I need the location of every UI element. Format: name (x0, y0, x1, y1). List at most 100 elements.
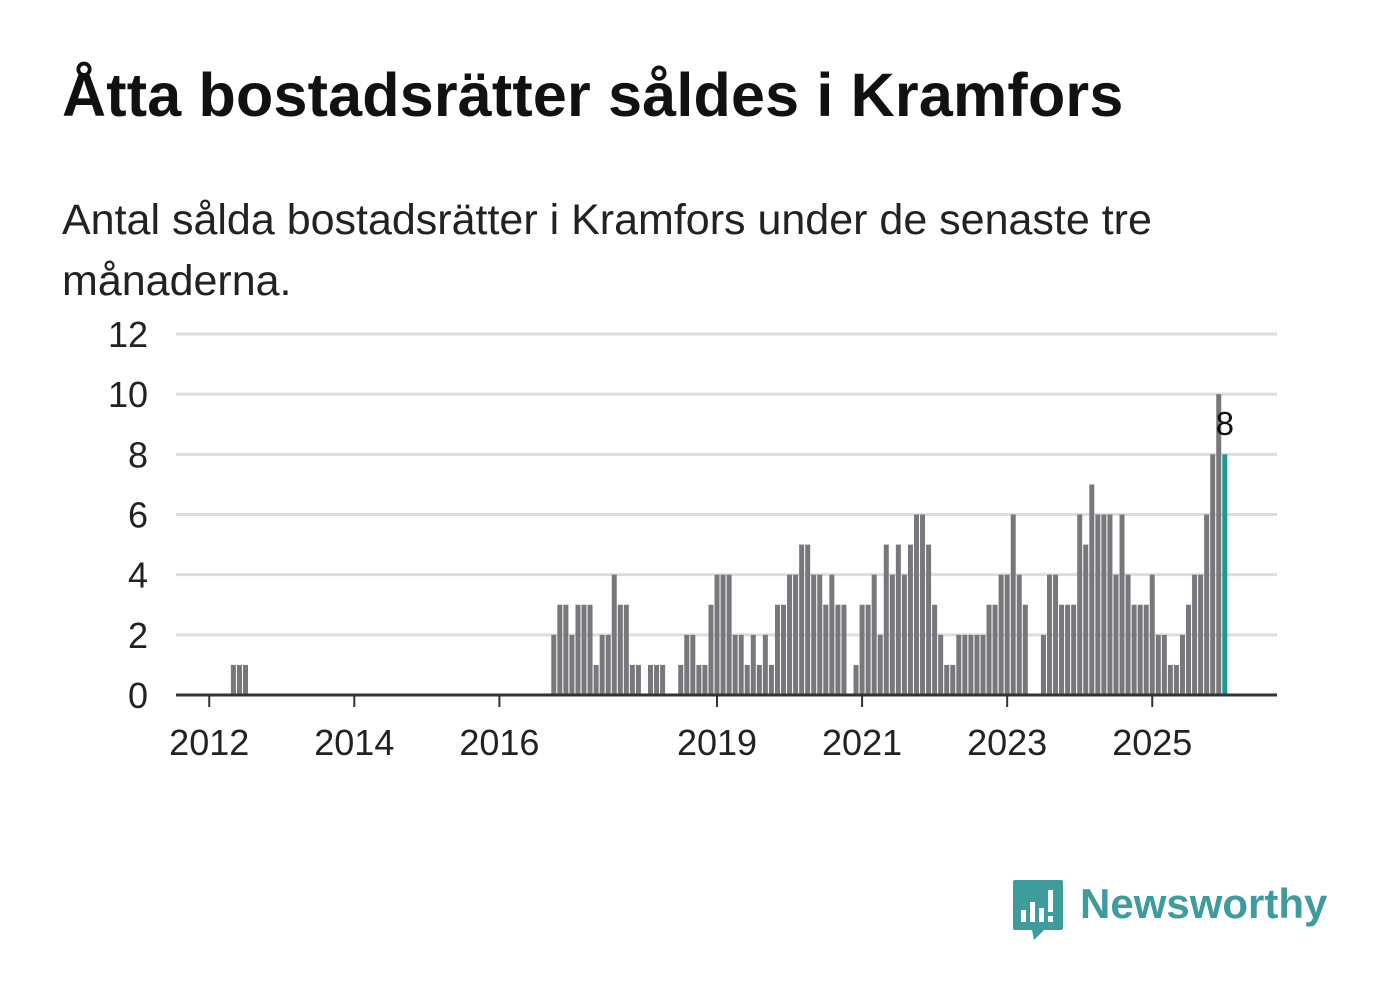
brand-name: Newsworthy (1080, 880, 1328, 927)
bar (944, 664, 950, 695)
bar (720, 574, 726, 695)
bar (684, 634, 690, 695)
bar (1119, 514, 1125, 695)
bar (1040, 634, 1046, 695)
bar (1059, 604, 1065, 695)
bar (1046, 574, 1052, 695)
bar (986, 604, 992, 695)
bar (1095, 514, 1101, 695)
bar (968, 634, 974, 695)
bar (1131, 604, 1137, 695)
y-axis-labels: 0 2 4 6 8 10 12 (108, 314, 148, 716)
bar (1216, 394, 1222, 695)
bar (714, 574, 720, 695)
x-tick-label: 2025 (1112, 722, 1192, 763)
bar (1089, 484, 1095, 695)
bar (829, 574, 835, 695)
bar (992, 604, 998, 695)
x-tick-label: 2023 (967, 722, 1047, 763)
bar (762, 634, 768, 695)
bar (1071, 604, 1077, 695)
bar (799, 544, 805, 695)
x-tick-label: 2016 (459, 722, 539, 763)
bar (557, 604, 563, 695)
bar (871, 574, 877, 695)
bar (938, 634, 944, 695)
bar (569, 634, 575, 695)
bar (611, 574, 617, 695)
bar (1010, 514, 1016, 695)
x-axis (176, 693, 1277, 707)
bar (635, 664, 641, 695)
bar (696, 664, 702, 695)
bar (774, 604, 780, 695)
bar (1101, 514, 1107, 695)
bar (974, 634, 980, 695)
bar-chart-speech-bubble-icon (1013, 880, 1063, 940)
y-tick-label: 0 (128, 675, 148, 716)
y-tick-label: 2 (128, 615, 148, 656)
bar (901, 574, 907, 695)
bar (1149, 574, 1155, 695)
bar (1083, 544, 1089, 695)
bar (998, 574, 1004, 695)
bar (1210, 454, 1216, 695)
bar (932, 604, 938, 695)
bar (1192, 574, 1198, 695)
bar (1065, 604, 1071, 695)
bar (593, 664, 599, 695)
bar (230, 664, 236, 695)
bar (1053, 574, 1059, 695)
bar (1167, 664, 1173, 695)
bar (805, 544, 811, 695)
bar (599, 634, 605, 695)
bar (823, 604, 829, 695)
bar (587, 604, 593, 695)
bar (750, 634, 756, 695)
bar (726, 574, 732, 695)
bar (738, 634, 744, 695)
bar (1113, 574, 1119, 695)
x-tick-label: 2012 (169, 722, 249, 763)
bar (913, 514, 919, 695)
bar (950, 664, 956, 695)
bar (1173, 664, 1179, 695)
bar (1204, 514, 1210, 695)
bar (708, 604, 714, 695)
bars (230, 394, 1228, 695)
bar (793, 574, 799, 695)
bar (1137, 604, 1143, 695)
bar (623, 604, 629, 695)
bar (841, 604, 847, 695)
bar (1107, 514, 1113, 695)
bar (781, 604, 786, 695)
bar (768, 664, 774, 695)
bar (654, 664, 660, 695)
x-tick-label: 2021 (822, 722, 902, 763)
bar (811, 574, 817, 695)
bar (920, 514, 926, 695)
bar (242, 664, 248, 695)
bar (1125, 574, 1131, 695)
bar (787, 574, 793, 695)
y-tick-label: 8 (128, 434, 148, 475)
bar (575, 604, 581, 695)
chart-title: Åtta bostadsrätter såldes i Kramfors (62, 61, 1124, 129)
bar (648, 664, 654, 695)
bar (883, 544, 889, 695)
bar (889, 574, 895, 695)
bar (907, 544, 913, 695)
bar (1016, 574, 1022, 695)
bar (865, 604, 871, 695)
bar (817, 574, 823, 695)
bar (835, 604, 841, 695)
bar (629, 664, 635, 695)
bar (551, 634, 557, 695)
bar (853, 664, 859, 695)
bar (702, 664, 708, 695)
bar (744, 664, 750, 695)
bar (236, 664, 242, 695)
bar (1198, 574, 1204, 695)
bar (1004, 574, 1010, 695)
